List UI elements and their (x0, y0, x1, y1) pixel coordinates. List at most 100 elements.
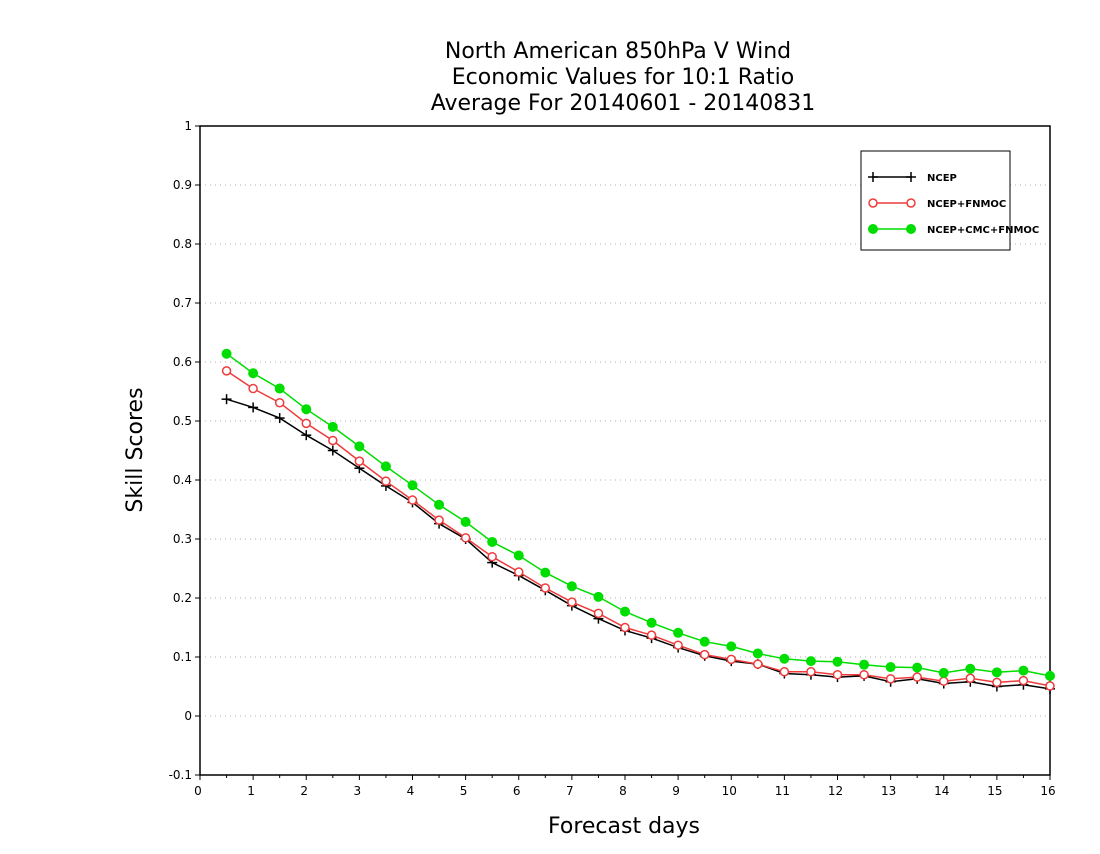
data-point-ncep-cmc-fnmoc (699, 636, 710, 647)
x-tick-label: 13 (881, 784, 896, 798)
data-point-ncep-cmc-fnmoc (673, 627, 684, 638)
legend-label: NCEP+FNMOC (927, 199, 1006, 210)
legend-marker (868, 172, 878, 182)
legend-marker (906, 172, 916, 182)
legend-item-ncep: NCEP (868, 172, 957, 184)
data-point-ncep-fnmoc (434, 515, 444, 525)
legend-marker (906, 198, 916, 208)
data-point-ncep-fnmoc (939, 676, 949, 686)
chart-title-line-3: Average For 20140601 - 20140831 (431, 91, 816, 116)
data-point-ncep-fnmoc (301, 418, 311, 429)
data-point-ncep (248, 402, 259, 413)
data-point-ncep-cmc-fnmoc (726, 641, 737, 652)
series-ncep (221, 394, 1055, 694)
y-tick-label: 0.8 (173, 237, 192, 251)
data-point-ncep (274, 413, 285, 424)
data-point-ncep-fnmoc (646, 630, 657, 640)
x-tick-label: 10 (722, 784, 737, 798)
x-tick-label: 14 (934, 784, 949, 798)
data-point-ncep-fnmoc (912, 672, 922, 682)
legend-item-ncep-cmc-fnmoc: NCEP+CMC+FNMOC (868, 224, 1039, 236)
data-point-ncep-fnmoc (779, 667, 790, 677)
data-point-ncep-cmc-fnmoc (938, 667, 949, 678)
data-point-ncep (221, 394, 232, 405)
data-point-ncep (327, 445, 338, 456)
x-tick-label: 11 (775, 784, 790, 798)
series-ncep-fnmoc (221, 366, 1055, 691)
data-point-ncep-cmc-fnmoc (991, 667, 1002, 678)
data-point-ncep-fnmoc (487, 551, 497, 562)
data-point-ncep-fnmoc (699, 649, 710, 660)
data-point-ncep-fnmoc (407, 495, 418, 505)
data-point-ncep-cmc-fnmoc (805, 656, 816, 667)
data-point-ncep-fnmoc (753, 659, 763, 669)
data-point-ncep-cmc-fnmoc (274, 383, 285, 394)
data-point-ncep-cmc-fnmoc (407, 480, 418, 491)
data-point-ncep-cmc-fnmoc (221, 348, 232, 359)
chart-title-line-1: North American 850hPa V Wind (445, 39, 791, 64)
grid-lines (200, 184, 1050, 717)
data-point-ncep-fnmoc (673, 640, 683, 650)
data-point-ncep-fnmoc (1018, 675, 1029, 686)
data-point-ncep-fnmoc (354, 456, 365, 466)
legend-item-ncep-fnmoc: NCEP+FNMOC (868, 198, 1006, 210)
data-point-ncep-fnmoc (1045, 681, 1055, 691)
data-point-ncep-fnmoc (381, 476, 391, 486)
y-tick-label: 0.1 (173, 650, 192, 664)
data-point-ncep-cmc-fnmoc (540, 567, 551, 578)
data-point-ncep-fnmoc (885, 674, 896, 684)
x-tick-label: 1 (247, 784, 255, 798)
data-point-ncep-fnmoc (620, 622, 630, 633)
x-tick-label: 5 (460, 784, 468, 798)
data-point-ncep-fnmoc (274, 397, 285, 408)
x-tick-label: 6 (513, 784, 521, 798)
series-ncep-cmc-fnmoc (221, 348, 1055, 681)
data-point-ncep-fnmoc (593, 608, 604, 619)
data-point-ncep-fnmoc (221, 366, 232, 376)
x-tick-label: 12 (828, 784, 843, 798)
y-tick-label: 0.7 (173, 296, 192, 310)
legend-label: NCEP+CMC+FNMOC (927, 225, 1039, 236)
legend-marker (868, 198, 878, 208)
legend-marker (906, 224, 916, 234)
x-tick-label: 3 (354, 784, 362, 798)
data-point-ncep-cmc-fnmoc (832, 656, 843, 667)
legend-label: NCEP (927, 173, 957, 184)
data-point-ncep-fnmoc (965, 673, 976, 683)
data-point-ncep-cmc-fnmoc (248, 368, 259, 379)
data-point-ncep-cmc-fnmoc (752, 648, 763, 659)
y-tick-label: 0.5 (173, 414, 192, 428)
legend-box (860, 150, 1011, 251)
y-tick-label: 0.4 (173, 473, 192, 487)
data-point-ncep-fnmoc (806, 667, 816, 677)
data-point-ncep-cmc-fnmoc (646, 617, 657, 628)
data-point-ncep-cmc-fnmoc (460, 516, 471, 527)
data-point-ncep-cmc-fnmoc (779, 653, 790, 664)
data-point-ncep-cmc-fnmoc (912, 662, 923, 673)
data-point-ncep-cmc-fnmoc (327, 421, 338, 432)
data-point-ncep-fnmoc (567, 597, 577, 607)
y-tick-label: 1 (184, 119, 192, 133)
data-point-ncep-cmc-fnmoc (593, 591, 604, 602)
data-point-ncep-fnmoc (726, 654, 736, 665)
y-tick-label: 0.2 (173, 591, 192, 605)
data-point-ncep-cmc-fnmoc (885, 662, 896, 673)
chart-title-line-2: Economic Values for 10:1 Ratio (452, 65, 794, 90)
y-axis-title: Skill Scores (123, 387, 148, 512)
x-tick-label: 2 (300, 784, 308, 798)
data-point-ncep-fnmoc (859, 669, 869, 680)
x-tick-label: 15 (987, 784, 1002, 798)
y-tick-label: 0.3 (173, 532, 192, 546)
x-tick-label: 9 (672, 784, 680, 798)
y-tick-label: 0.9 (173, 178, 192, 192)
data-point-ncep-fnmoc (540, 583, 551, 593)
data-point-ncep-cmc-fnmoc (487, 536, 498, 547)
data-point-ncep-cmc-fnmoc (380, 461, 391, 472)
x-tick-label: 4 (407, 784, 415, 798)
data-point-ncep-cmc-fnmoc (566, 581, 577, 592)
data-point-ncep-cmc-fnmoc (354, 441, 365, 452)
x-tick-label: 16 (1040, 784, 1055, 798)
data-point-ncep-cmc-fnmoc (620, 606, 630, 617)
series-line-ncep (226, 398, 1051, 690)
x-tick-label: 0 (194, 784, 202, 798)
